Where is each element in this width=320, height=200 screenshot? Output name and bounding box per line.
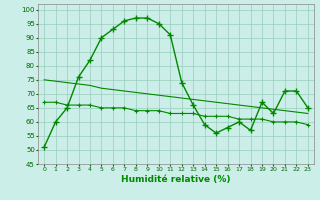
X-axis label: Humidité relative (%): Humidité relative (%) (121, 175, 231, 184)
